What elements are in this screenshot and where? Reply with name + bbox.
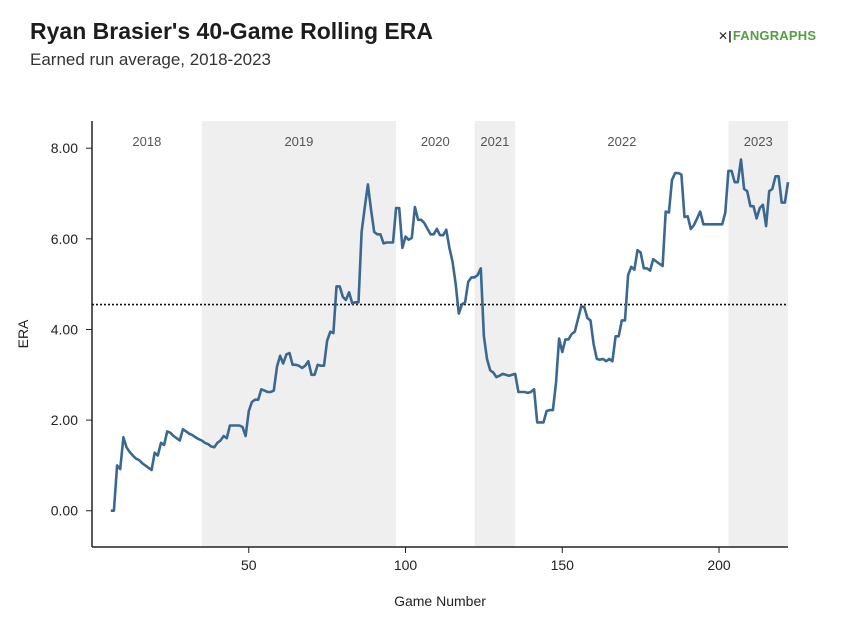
y-tick-label: 6.00: [51, 231, 78, 247]
season-band-2021: [474, 121, 516, 547]
y-tick-label: 0.00: [51, 503, 78, 519]
season-band-2019: [201, 121, 397, 547]
season-bands: [201, 121, 788, 547]
season-label-2020: 2020: [421, 134, 450, 149]
logo-text: FANGRAPHS: [732, 28, 817, 43]
x-axis-label: Game Number: [394, 593, 486, 609]
axes: [91, 121, 788, 548]
season-label-2023: 2023: [744, 134, 773, 149]
season-labels: 2018 2019 2020 2021 2022 2023: [132, 134, 772, 149]
x-tick-label: 50: [241, 557, 257, 573]
season-label-2018: 2018: [132, 134, 161, 149]
season-label-2022: 2022: [607, 134, 636, 149]
rolling-era-line: [110, 158, 790, 512]
x-tick-label: 150: [551, 557, 575, 573]
chart-title: Ryan Brasier's 40-Game Rolling ERA: [30, 18, 433, 44]
y-axis-label: ERA: [15, 319, 31, 348]
chart-subtitle: Earned run average, 2018-2023: [30, 50, 272, 69]
y-tick-label: 4.00: [51, 321, 78, 337]
x-tick-label: 100: [394, 557, 418, 573]
logo-mark: ✕|: [718, 29, 732, 43]
fangraphs-logo: ✕|FANGRAPHS: [718, 28, 816, 43]
tick-labels: 0.00 2.00 4.00 6.00 8.00 50 100 150 200: [51, 140, 731, 573]
y-tick-label: 8.00: [51, 140, 78, 156]
x-tick-label: 200: [707, 557, 731, 573]
season-label-2019: 2019: [284, 134, 313, 149]
y-tick-label: 2.00: [51, 412, 78, 428]
season-label-2021: 2021: [480, 134, 509, 149]
season-band-2023: [728, 121, 788, 547]
